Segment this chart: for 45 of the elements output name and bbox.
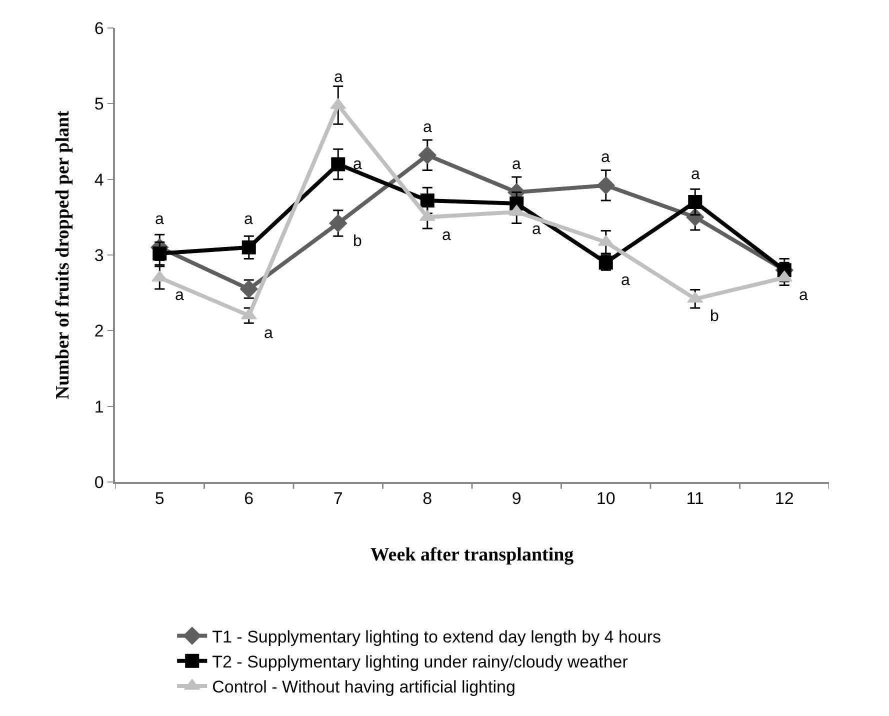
x-axis-title: Week after transplanting — [370, 544, 574, 566]
x-tick-label: 9 — [512, 489, 522, 508]
x-tick-label: 10 — [596, 489, 616, 508]
annotation: b — [710, 308, 719, 325]
annotation: a — [512, 156, 521, 173]
annotation: a — [532, 221, 541, 238]
point — [152, 246, 167, 260]
point — [418, 146, 436, 164]
point — [242, 240, 256, 254]
y-axis-title: Number of fruits dropped per plant — [52, 110, 74, 400]
x-tick-label: 6 — [244, 489, 254, 508]
x-tick-label: 12 — [774, 489, 794, 508]
annotation: a — [621, 272, 630, 289]
annotation: a — [442, 227, 451, 244]
annotation: a — [334, 69, 343, 86]
x-tick-label: 7 — [333, 489, 343, 508]
x-tick-label: 11 — [686, 489, 704, 508]
y-tick-label: 0 — [94, 472, 104, 492]
legend-label: T2 - Supplymentary lighting under rainy/cloudy weather — [212, 652, 628, 672]
annotation: a — [353, 156, 362, 173]
point — [240, 280, 258, 298]
x-tick-label: 8 — [422, 489, 432, 508]
annotation: a — [175, 287, 184, 304]
x-tick-label: 5 — [154, 489, 164, 508]
annotation: b — [353, 233, 362, 250]
point — [688, 195, 702, 210]
annotation: a — [155, 211, 164, 228]
annotation: a — [423, 119, 432, 136]
annotation: a — [244, 211, 253, 228]
y-tick-label: 4 — [94, 170, 104, 190]
legend-label: Control - Without having artificial lighting — [212, 678, 516, 697]
annotation: a — [799, 287, 808, 304]
point — [331, 157, 346, 172]
annotation: a — [601, 149, 610, 166]
legend-label: T1 - Supplymentary lighting to extend day length by 4 hours — [212, 627, 661, 646]
y-tick-label: 5 — [94, 94, 104, 114]
annotation: a — [691, 166, 700, 183]
y-tick-label: 3 — [94, 246, 104, 265]
y-tick-label: 6 — [94, 18, 104, 38]
y-tick-label: 1 — [94, 397, 104, 416]
point — [420, 194, 434, 208]
y-tick-label: 2 — [94, 322, 104, 341]
point — [596, 176, 615, 194]
annotation: a — [264, 325, 273, 342]
point — [329, 214, 348, 232]
